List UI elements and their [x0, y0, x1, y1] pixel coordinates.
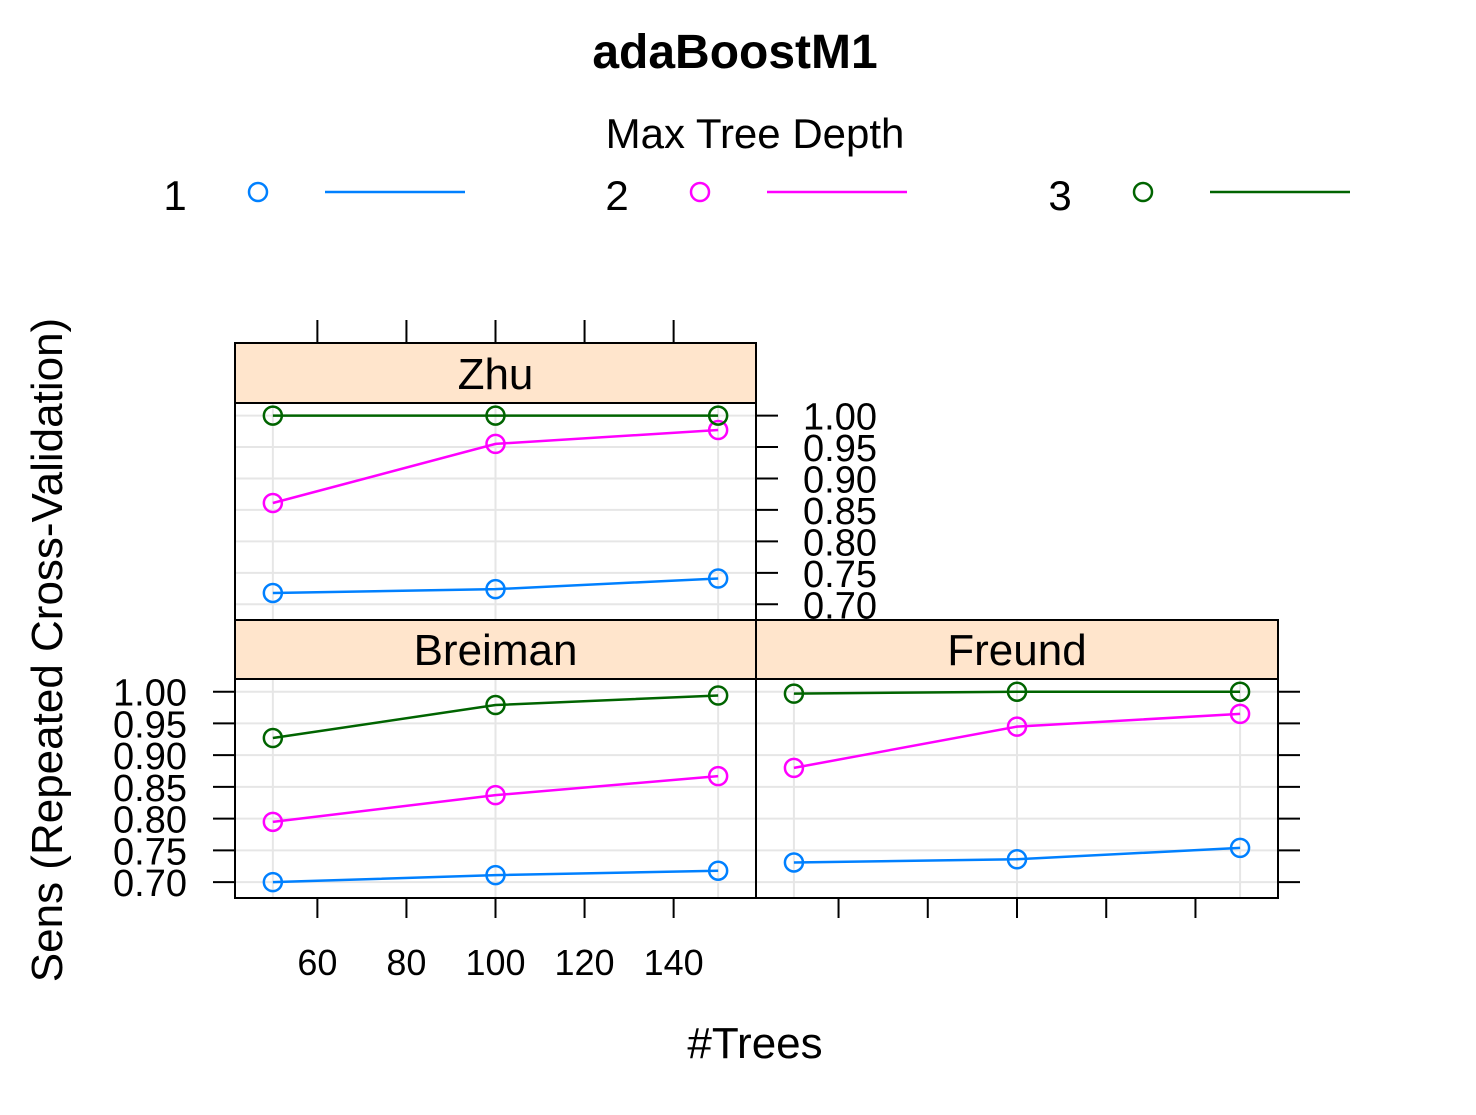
y-tick-label-3: 0.85 — [113, 768, 187, 810]
y-tick-label-6: 1.00 — [803, 397, 877, 439]
panel-freund: Freund — [755, 619, 1300, 918]
x-tick-label-3: 120 — [555, 942, 615, 983]
point-zhu-2-1 — [485, 433, 506, 455]
point-zhu-1-0 — [262, 582, 284, 604]
point-freund-1-0 — [783, 852, 805, 873]
strip-label-freund: Freund — [947, 626, 1086, 675]
point-breiman-1-2 — [707, 860, 729, 881]
point-zhu-3-0 — [262, 405, 284, 426]
legend: 1 2 3 — [163, 172, 1350, 219]
y-tick-label-1: 0.75 — [113, 831, 187, 873]
series-line-breiman-3 — [272, 694, 719, 740]
x-tick-label-4: 140 — [644, 942, 704, 983]
legend-symbol-3 — [1132, 181, 1154, 203]
point-breiman-2-2 — [707, 765, 729, 787]
x-tick-label-2: 100 — [465, 942, 525, 983]
x-tick-label-1: 80 — [386, 942, 426, 983]
panel-border-freund — [755, 678, 1279, 899]
strip-zhu — [234, 342, 757, 404]
series-line-zhu-2 — [272, 428, 719, 505]
point-zhu-3-1 — [485, 405, 506, 426]
series-line-freund-2 — [793, 712, 1241, 770]
legend-label-3: 3 — [1048, 172, 1071, 219]
series-line-breiman-2 — [272, 774, 719, 824]
strip-label-breiman: Breiman — [414, 626, 578, 675]
point-breiman-2-1 — [485, 784, 506, 806]
point-freund-2-2 — [1229, 703, 1251, 725]
point-breiman-2-0 — [262, 811, 284, 833]
legend-title: Max Tree Depth — [606, 110, 905, 157]
point-zhu-1-2 — [707, 568, 729, 589]
point-zhu-1-1 — [485, 578, 506, 600]
point-freund-3-1 — [1006, 681, 1028, 702]
point-freund-3-2 — [1229, 681, 1251, 702]
legend-label-1: 1 — [163, 172, 186, 219]
y-tick-label-4: 0.90 — [803, 459, 877, 501]
point-freund-1-2 — [1229, 837, 1251, 859]
chart-title: adaBoostM1 — [592, 26, 877, 79]
y-tick-label-0: 0.70 — [113, 863, 187, 905]
legend-label-2: 2 — [605, 172, 628, 219]
panels: Zhu0.700.750.800.850.900.951.00Breiman60… — [113, 320, 1300, 983]
y-tick-label-1: 0.75 — [803, 554, 877, 596]
series-line-freund-1 — [793, 846, 1241, 864]
point-freund-2-0 — [783, 757, 805, 779]
x-axis-label: #Trees — [687, 1019, 822, 1068]
y-tick-label-4: 0.90 — [113, 736, 187, 778]
point-freund-3-0 — [783, 683, 805, 704]
legend-symbol-2 — [689, 181, 711, 203]
x-tick-label-0: 60 — [297, 942, 337, 983]
point-freund-1-1 — [1006, 849, 1028, 870]
y-axis-label: Sens (Repeated Cross-Validation) — [23, 318, 72, 982]
point-zhu-2-0 — [262, 492, 284, 514]
strip-label-zhu: Zhu — [458, 350, 534, 399]
point-breiman-3-2 — [707, 685, 729, 706]
point-freund-2-1 — [1006, 716, 1028, 737]
series-line-zhu-1 — [272, 577, 719, 595]
legend-symbol-1 — [247, 181, 269, 203]
point-breiman-1-0 — [262, 871, 284, 893]
panel-breiman: Breiman 60 80 100 120 140 0.700.750.800.850.90… — [113, 619, 757, 983]
y-tick-label-2: 0.80 — [803, 522, 877, 564]
y-tick-label-2: 0.80 — [113, 800, 187, 842]
series-line-freund-3 — [793, 690, 1241, 695]
point-zhu-2-2 — [707, 419, 729, 441]
series-line-breiman-1 — [272, 869, 719, 884]
point-zhu-3-2 — [707, 405, 729, 426]
y-tick-label-6: 1.00 — [113, 673, 187, 715]
y-tick-label-3: 0.85 — [803, 491, 877, 533]
strip-breiman — [234, 619, 757, 680]
y-tick-label-5: 0.95 — [803, 428, 877, 470]
point-breiman-3-0 — [262, 727, 284, 749]
point-breiman-1-1 — [485, 864, 506, 886]
y-tick-label-5: 0.95 — [113, 704, 187, 746]
point-breiman-3-1 — [485, 694, 506, 716]
